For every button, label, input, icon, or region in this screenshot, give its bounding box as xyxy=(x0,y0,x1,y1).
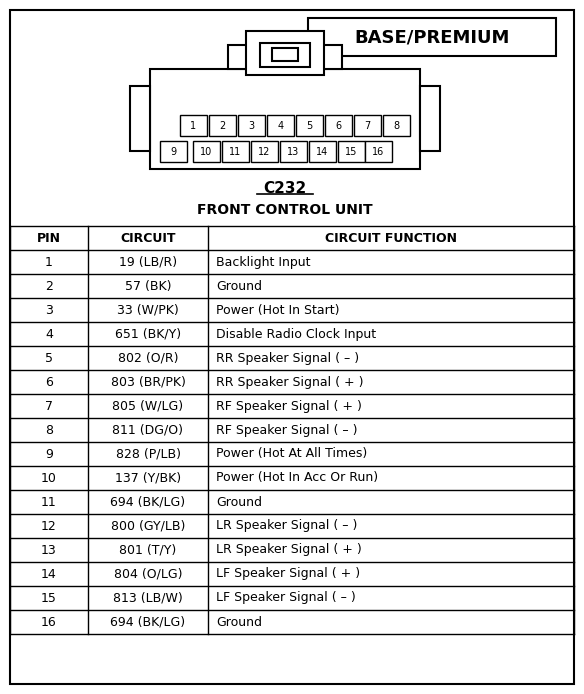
Text: CIRCUIT: CIRCUIT xyxy=(120,232,176,244)
Text: 33 (W/PK): 33 (W/PK) xyxy=(117,303,179,316)
Text: 14: 14 xyxy=(317,146,329,157)
Bar xyxy=(160,141,187,162)
Text: 10: 10 xyxy=(200,146,213,157)
Bar xyxy=(420,86,440,151)
Text: 12: 12 xyxy=(41,520,57,532)
Text: 6: 6 xyxy=(335,121,342,130)
Text: 12: 12 xyxy=(258,146,271,157)
Text: 694 (BK/LG): 694 (BK/LG) xyxy=(110,496,186,509)
Text: 19 (LB/R): 19 (LB/R) xyxy=(119,255,177,269)
Text: RF Speaker Signal ( – ): RF Speaker Signal ( – ) xyxy=(216,423,357,437)
Bar xyxy=(338,141,365,162)
Text: 13: 13 xyxy=(41,543,57,557)
Text: 3: 3 xyxy=(45,303,53,316)
Text: 800 (GY/LB): 800 (GY/LB) xyxy=(111,520,185,532)
Bar xyxy=(193,141,220,162)
Bar xyxy=(238,115,265,136)
Text: 804 (O/LG): 804 (O/LG) xyxy=(114,568,182,580)
Text: 828 (P/LB): 828 (P/LB) xyxy=(116,448,180,461)
Text: CIRCUIT FUNCTION: CIRCUIT FUNCTION xyxy=(325,232,457,244)
Bar xyxy=(150,69,420,169)
Text: 811 (DG/O): 811 (DG/O) xyxy=(113,423,183,437)
Text: RR Speaker Signal ( + ): RR Speaker Signal ( + ) xyxy=(216,375,363,389)
Text: 16: 16 xyxy=(373,146,385,157)
Text: 1: 1 xyxy=(190,121,197,130)
Text: 694 (BK/LG): 694 (BK/LG) xyxy=(110,616,186,629)
Bar xyxy=(383,115,410,136)
Bar xyxy=(354,115,381,136)
Text: C232: C232 xyxy=(263,180,307,196)
Bar xyxy=(209,115,236,136)
Text: RF Speaker Signal ( + ): RF Speaker Signal ( + ) xyxy=(216,400,362,412)
Text: Power (Hot In Start): Power (Hot In Start) xyxy=(216,303,339,316)
Bar xyxy=(280,141,307,162)
Text: 11: 11 xyxy=(41,496,57,509)
Text: 16: 16 xyxy=(41,616,57,629)
Text: 57 (BK): 57 (BK) xyxy=(125,280,171,292)
Text: 15: 15 xyxy=(41,591,57,604)
Text: LF Speaker Signal ( + ): LF Speaker Signal ( + ) xyxy=(216,568,360,580)
Bar xyxy=(308,18,556,56)
Text: LR Speaker Signal ( – ): LR Speaker Signal ( – ) xyxy=(216,520,357,532)
Bar xyxy=(267,115,294,136)
Text: 801 (T/Y): 801 (T/Y) xyxy=(119,543,176,557)
Text: 9: 9 xyxy=(171,146,176,157)
Text: 11: 11 xyxy=(230,146,242,157)
Text: 5: 5 xyxy=(45,351,53,364)
Text: 13: 13 xyxy=(287,146,300,157)
Text: 802 (O/R): 802 (O/R) xyxy=(118,351,178,364)
Text: Ground: Ground xyxy=(216,616,262,629)
Bar xyxy=(272,48,298,61)
Bar xyxy=(365,141,392,162)
Text: LF Speaker Signal ( – ): LF Speaker Signal ( – ) xyxy=(216,591,356,604)
Text: 7: 7 xyxy=(364,121,371,130)
Text: 5: 5 xyxy=(307,121,312,130)
Text: 10: 10 xyxy=(41,471,57,484)
Text: 4: 4 xyxy=(45,328,53,341)
Text: 9: 9 xyxy=(45,448,53,461)
Bar xyxy=(260,43,310,67)
Text: 14: 14 xyxy=(41,568,57,580)
Text: 1: 1 xyxy=(45,255,53,269)
Text: RR Speaker Signal ( – ): RR Speaker Signal ( – ) xyxy=(216,351,359,364)
Text: 651 (BK/Y): 651 (BK/Y) xyxy=(115,328,181,341)
Text: BASE/PREMIUM: BASE/PREMIUM xyxy=(354,28,510,46)
Bar xyxy=(325,115,352,136)
Text: LR Speaker Signal ( + ): LR Speaker Signal ( + ) xyxy=(216,543,361,557)
Text: Disable Radio Clock Input: Disable Radio Clock Input xyxy=(216,328,376,341)
Text: 15: 15 xyxy=(345,146,357,157)
Bar xyxy=(228,45,260,69)
Text: Backlight Input: Backlight Input xyxy=(216,255,311,269)
Text: 803 (BR/PK): 803 (BR/PK) xyxy=(110,375,186,389)
Text: 137 (Y/BK): 137 (Y/BK) xyxy=(115,471,181,484)
Text: Ground: Ground xyxy=(216,496,262,509)
Text: Power (Hot At All Times): Power (Hot At All Times) xyxy=(216,448,367,461)
Bar xyxy=(130,86,150,151)
Bar xyxy=(251,141,278,162)
Bar xyxy=(296,115,323,136)
Text: PIN: PIN xyxy=(37,232,61,244)
Bar xyxy=(222,141,249,162)
Text: 8: 8 xyxy=(45,423,53,437)
Text: Power (Hot In Acc Or Run): Power (Hot In Acc Or Run) xyxy=(216,471,378,484)
Text: 2: 2 xyxy=(220,121,225,130)
Bar xyxy=(246,31,324,75)
Text: 6: 6 xyxy=(45,375,53,389)
Text: 813 (LB/W): 813 (LB/W) xyxy=(113,591,183,604)
Bar xyxy=(310,45,342,69)
Text: 3: 3 xyxy=(248,121,255,130)
Text: 2: 2 xyxy=(45,280,53,292)
Text: FRONT CONTROL UNIT: FRONT CONTROL UNIT xyxy=(197,203,373,217)
Text: 7: 7 xyxy=(45,400,53,412)
Text: 805 (W/LG): 805 (W/LG) xyxy=(113,400,183,412)
Text: 8: 8 xyxy=(394,121,399,130)
Text: Ground: Ground xyxy=(216,280,262,292)
Text: 4: 4 xyxy=(277,121,284,130)
Bar xyxy=(309,141,336,162)
Bar xyxy=(180,115,207,136)
